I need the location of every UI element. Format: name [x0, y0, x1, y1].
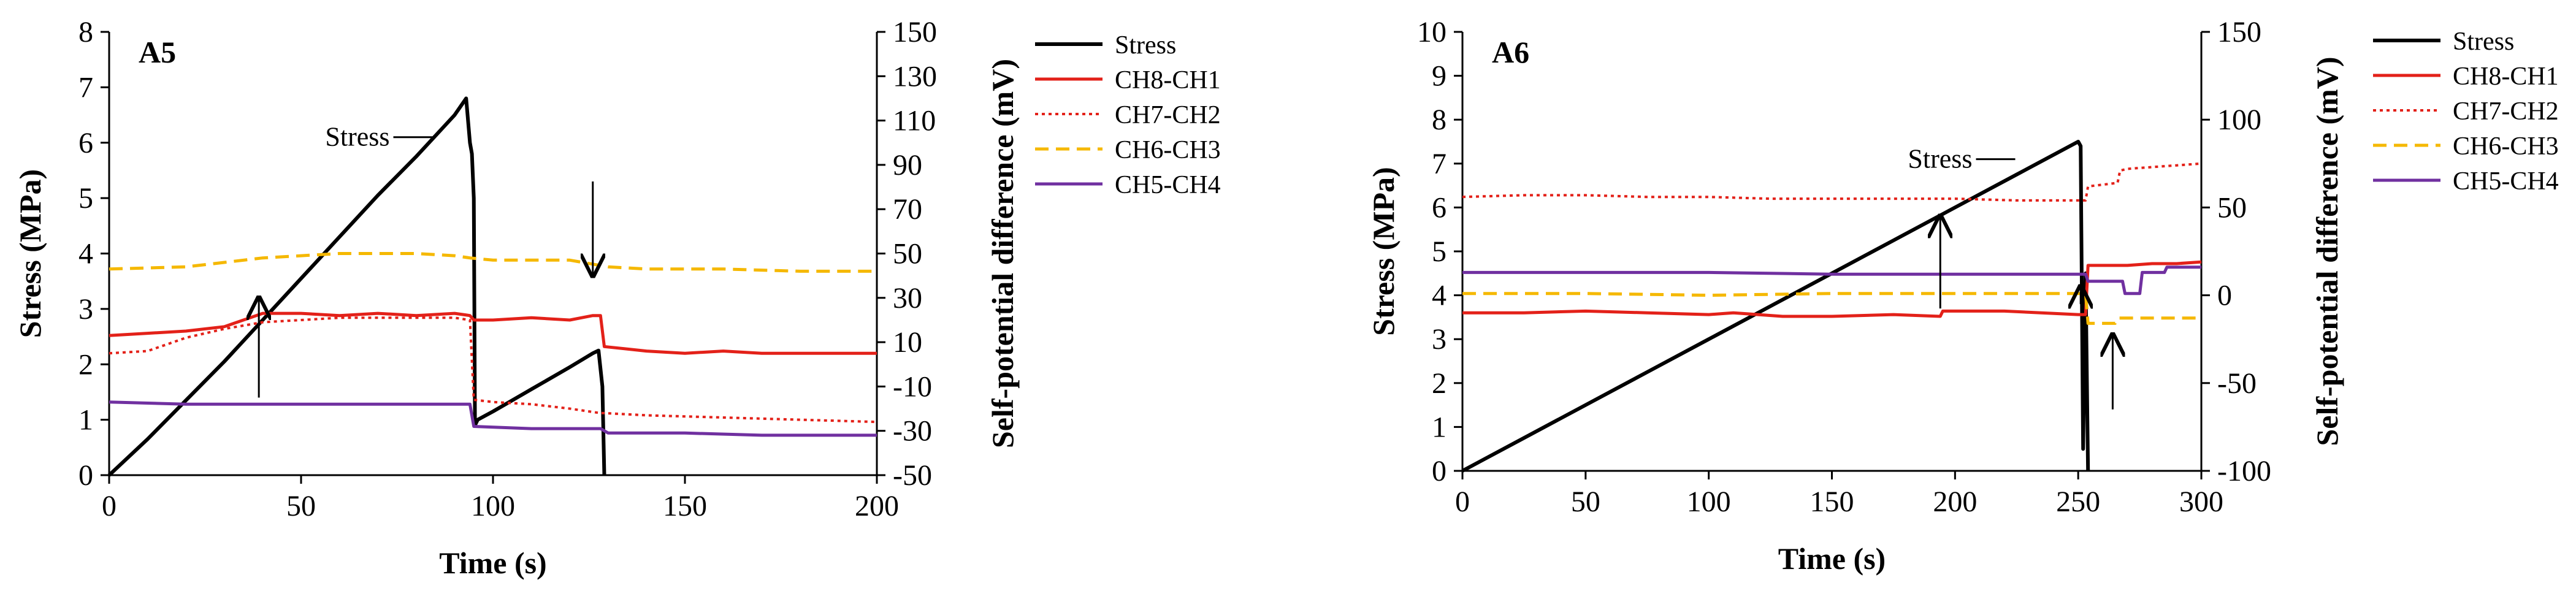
- series-line-ch6-ch3: [109, 252, 877, 273]
- x-tick-label: 50: [286, 490, 316, 522]
- legend-label: CH5-CH4: [2453, 167, 2559, 196]
- legend-label: Stress: [1115, 31, 1176, 59]
- series-line-ch5-ch4: [1462, 265, 2201, 296]
- legend-label: CH7-CH2: [1115, 101, 1221, 129]
- legend-label: CH6-CH3: [2453, 132, 2559, 161]
- y-tick-label: 7: [1432, 148, 1447, 180]
- y2-tick-label: 10: [893, 326, 922, 359]
- x-tick-label: 0: [1455, 486, 1470, 518]
- y2-tick-label: -100: [2217, 455, 2271, 487]
- y-tick-label: 8: [1432, 104, 1447, 136]
- y2-axis-title: Self-potential difference (mV): [985, 59, 1020, 448]
- y-tick-label: 0: [1432, 455, 1447, 487]
- series-line-stress: [1461, 140, 2090, 473]
- y2-tick-label: -50: [2217, 367, 2257, 400]
- series-line-ch7-ch2: [1462, 162, 2202, 202]
- legend-label: CH7-CH2: [2453, 97, 2559, 126]
- x-tick-label: 200: [1933, 486, 1977, 518]
- x-tick-label: 50: [1571, 486, 1600, 518]
- series-line-ch7-ch2: [109, 316, 877, 424]
- legend-label: Stress: [2453, 28, 2514, 56]
- y2-tick-label: 70: [893, 193, 922, 226]
- legend-label: CH6-CH3: [1115, 136, 1221, 164]
- y-tick-label: 0: [78, 459, 93, 492]
- x-axis-title: Time (s): [1778, 541, 1886, 576]
- x-tick-label: 300: [2179, 486, 2223, 518]
- y-tick-label: 5: [1432, 235, 1447, 268]
- x-tick-label: 100: [1687, 486, 1731, 518]
- y-tick-label: 2: [78, 348, 93, 381]
- y2-tick-label: -10: [893, 370, 932, 403]
- stress-annotation: Stress: [1908, 144, 1972, 174]
- y-tick-label: 4: [1432, 280, 1447, 312]
- x-tick-label: 150: [1810, 486, 1854, 518]
- y2-tick-label: -50: [893, 459, 932, 492]
- y-tick-label: 1: [78, 404, 93, 437]
- y-tick-label: 6: [1432, 191, 1447, 224]
- panel-label: A5: [139, 35, 176, 69]
- y2-axis-title: Self-potential difference (mV): [2310, 56, 2344, 446]
- y-tick-label: 3: [1432, 323, 1447, 356]
- x-tick-label: 150: [663, 490, 707, 522]
- legend-label: CH8-CH1: [1115, 66, 1221, 94]
- legend: Stress CH8-CH1 CH7-CH2 CH6-CH3 CH5-CH4: [2373, 28, 2559, 196]
- chart-panel-a5: 0 50 100 150 200 0 1 2 3 4 5 6 7 8 -50 -30 -10 10 30 50 70 90…: [13, 16, 1221, 580]
- series-line-ch6-ch3: [1462, 292, 2201, 325]
- y-tick-label: 7: [78, 71, 93, 104]
- y2-tick-label: 50: [2217, 191, 2247, 224]
- y-tick-label: 8: [78, 16, 93, 48]
- series-line-ch5-ch4: [109, 400, 877, 437]
- x-axis-title: Time (s): [439, 546, 546, 580]
- y-tick-label: 6: [78, 127, 93, 159]
- y-axis-title: Stress (MPa): [1366, 167, 1401, 335]
- y-tick-label: 5: [78, 182, 93, 215]
- series-line-ch8-ch1: [109, 311, 877, 355]
- y-tick-label: 1: [1432, 411, 1447, 443]
- y2-tick-label: 110: [893, 105, 936, 137]
- x-tick-label: 200: [855, 490, 899, 522]
- y-tick-label: 4: [78, 238, 93, 270]
- y2-tick-label: 100: [2217, 104, 2261, 136]
- y-tick-label: 2: [1432, 367, 1447, 400]
- y-tick-label: 10: [1417, 16, 1447, 48]
- legend-label: CH5-CH4: [1115, 171, 1221, 199]
- y2-tick-label: 50: [893, 238, 922, 270]
- y2-tick-label: 0: [2217, 280, 2232, 312]
- y2-tick-label: 30: [893, 282, 922, 315]
- y-axis-title: Stress (MPa): [13, 169, 47, 338]
- y-tick-label: 3: [78, 293, 93, 326]
- x-tick-label: 0: [102, 490, 117, 522]
- legend-label: CH8-CH1: [2453, 63, 2559, 91]
- y2-tick-label: 90: [893, 149, 922, 181]
- panel-label: A6: [1492, 35, 1529, 69]
- x-tick-label: 250: [2056, 486, 2100, 518]
- y2-tick-label: 150: [893, 16, 937, 48]
- y2-tick-label: 130: [893, 60, 937, 93]
- y2-tick-label: 150: [2217, 16, 2261, 48]
- legend: Stress CH8-CH1 CH7-CH2 CH6-CH3 CH5-CH4: [1035, 31, 1221, 199]
- y-tick-label: 9: [1432, 60, 1447, 93]
- stress-annotation: Stress: [325, 122, 389, 152]
- series-line-ch8-ch1: [1462, 260, 2202, 318]
- x-tick-label: 100: [471, 490, 515, 522]
- series-line-stress: [107, 96, 606, 477]
- y2-tick-label: -30: [893, 415, 932, 448]
- chart-panel-a6: 0 50 100 150 200 250 300 0 1 2 3 4 5 6 7 8 9 10 -100 -50 0 50…: [1366, 16, 2559, 576]
